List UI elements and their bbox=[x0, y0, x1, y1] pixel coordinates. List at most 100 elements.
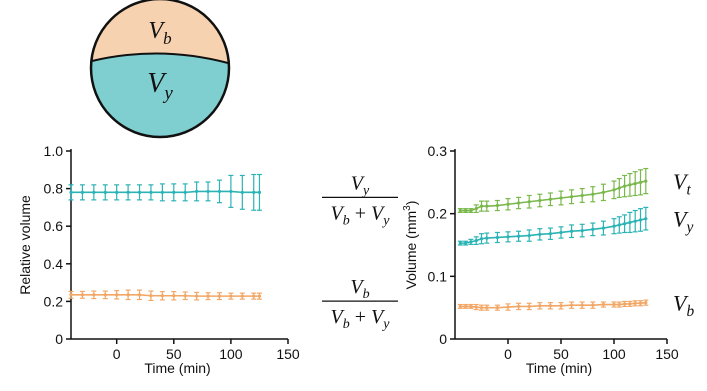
y-axis-label-sup: 3 bbox=[402, 205, 413, 211]
data-point bbox=[644, 217, 648, 221]
series-line bbox=[71, 294, 260, 297]
data-point bbox=[517, 234, 521, 238]
series-label-2-sub: b bbox=[686, 303, 694, 320]
data-point bbox=[612, 224, 616, 228]
data-point bbox=[137, 293, 142, 297]
data-point bbox=[206, 294, 210, 298]
data-point bbox=[160, 294, 164, 298]
data-point bbox=[559, 230, 563, 235]
data-point bbox=[506, 235, 510, 239]
series-label-fraction-1-denominator: Vb + Vy bbox=[331, 306, 391, 332]
data-point bbox=[548, 304, 553, 308]
data-point bbox=[69, 190, 73, 194]
data-point bbox=[103, 293, 107, 297]
data-point bbox=[633, 301, 637, 305]
data-point bbox=[474, 207, 478, 211]
y-tick-label: 0 bbox=[55, 331, 63, 347]
series-label-0-sub: t bbox=[686, 182, 691, 199]
series-label-fraction-0-numerator: Vy bbox=[351, 172, 370, 198]
series-label-fraction-0-den-plus: + bbox=[350, 202, 371, 224]
data-point bbox=[517, 304, 521, 309]
data-point bbox=[633, 181, 637, 186]
data-point bbox=[160, 190, 164, 194]
data-point bbox=[80, 190, 85, 194]
data-point bbox=[92, 190, 96, 194]
y-tick-label: 1.0 bbox=[44, 143, 64, 159]
series-label-1: Vy bbox=[673, 207, 693, 237]
data-point bbox=[628, 220, 632, 225]
y-tick-label: 0.4 bbox=[44, 256, 64, 272]
x-tick-label: 100 bbox=[219, 346, 243, 362]
data-point bbox=[240, 190, 244, 194]
data-point bbox=[527, 234, 531, 238]
series-label-0: Vt bbox=[673, 169, 691, 199]
data-point bbox=[638, 301, 643, 305]
series-label-fraction-0-denominator: Vb + Vy bbox=[331, 202, 391, 228]
series-line bbox=[460, 217, 646, 244]
data-point bbox=[252, 190, 256, 194]
data-point bbox=[633, 219, 637, 223]
series-label-fraction-1-den-sub: b bbox=[343, 317, 350, 332]
data-point bbox=[195, 189, 199, 194]
data-point bbox=[479, 204, 484, 208]
diagram-top-label-sub: b bbox=[163, 29, 172, 48]
x-tick-label: 100 bbox=[602, 346, 626, 362]
data-point bbox=[485, 204, 489, 208]
data-point bbox=[617, 223, 621, 227]
y-tick-label: 0.1 bbox=[428, 268, 448, 284]
data-point bbox=[80, 293, 85, 297]
y-tick-label: 0.8 bbox=[44, 181, 64, 197]
series-label-fraction-1-numerator-base: V bbox=[350, 276, 365, 298]
data-point bbox=[479, 237, 484, 241]
data-point bbox=[538, 232, 542, 236]
series-label-1-base: V bbox=[673, 207, 689, 232]
series-label-fraction-0-den-term: V bbox=[371, 202, 386, 224]
y-axis-label-text: Relative volume bbox=[17, 195, 33, 295]
data-point bbox=[638, 180, 643, 184]
x-tick-label: 150 bbox=[276, 346, 300, 362]
data-point bbox=[229, 189, 233, 194]
series-label-fraction-1-numerator-sub: b bbox=[363, 287, 370, 302]
data-point bbox=[126, 293, 130, 297]
series-label-fraction-1-den-term: V bbox=[331, 306, 346, 328]
data-point bbox=[458, 304, 462, 309]
data-point bbox=[469, 304, 473, 309]
data-point bbox=[580, 228, 584, 233]
data-point bbox=[506, 305, 510, 309]
y-tick-label: 0.2 bbox=[44, 293, 64, 309]
data-point bbox=[517, 201, 521, 205]
data-point bbox=[495, 203, 499, 208]
data-point bbox=[559, 196, 563, 200]
diagram-top-label-base: V bbox=[148, 18, 165, 44]
series-1 bbox=[68, 289, 262, 302]
data-point bbox=[469, 208, 473, 213]
data-point bbox=[257, 294, 262, 298]
data-point bbox=[601, 302, 606, 307]
data-point bbox=[644, 179, 648, 183]
data-point bbox=[623, 222, 627, 226]
data-point bbox=[495, 235, 499, 240]
data-point bbox=[458, 208, 462, 213]
series-label-fraction-1-numerator: Vb bbox=[350, 276, 369, 302]
series-label-fraction-1-den-sub: y bbox=[381, 317, 390, 332]
data-point bbox=[206, 189, 210, 194]
data-point bbox=[628, 302, 632, 306]
series-label-2: Vb bbox=[673, 291, 694, 321]
data-point bbox=[527, 200, 531, 204]
x-tick-label: 50 bbox=[553, 346, 569, 362]
series-0 bbox=[68, 173, 262, 211]
data-point bbox=[217, 189, 222, 194]
y-tick-label: 0.2 bbox=[428, 206, 448, 222]
data-point bbox=[548, 232, 553, 236]
series-label-fraction-0-den-sub: b bbox=[343, 213, 350, 228]
data-point bbox=[474, 239, 478, 243]
data-point bbox=[580, 303, 584, 307]
series-0 bbox=[457, 167, 649, 214]
data-point bbox=[195, 294, 199, 298]
x-axis-label: Time (min) bbox=[144, 360, 210, 376]
data-point bbox=[137, 190, 142, 194]
data-point bbox=[217, 294, 222, 298]
data-point bbox=[570, 195, 574, 199]
